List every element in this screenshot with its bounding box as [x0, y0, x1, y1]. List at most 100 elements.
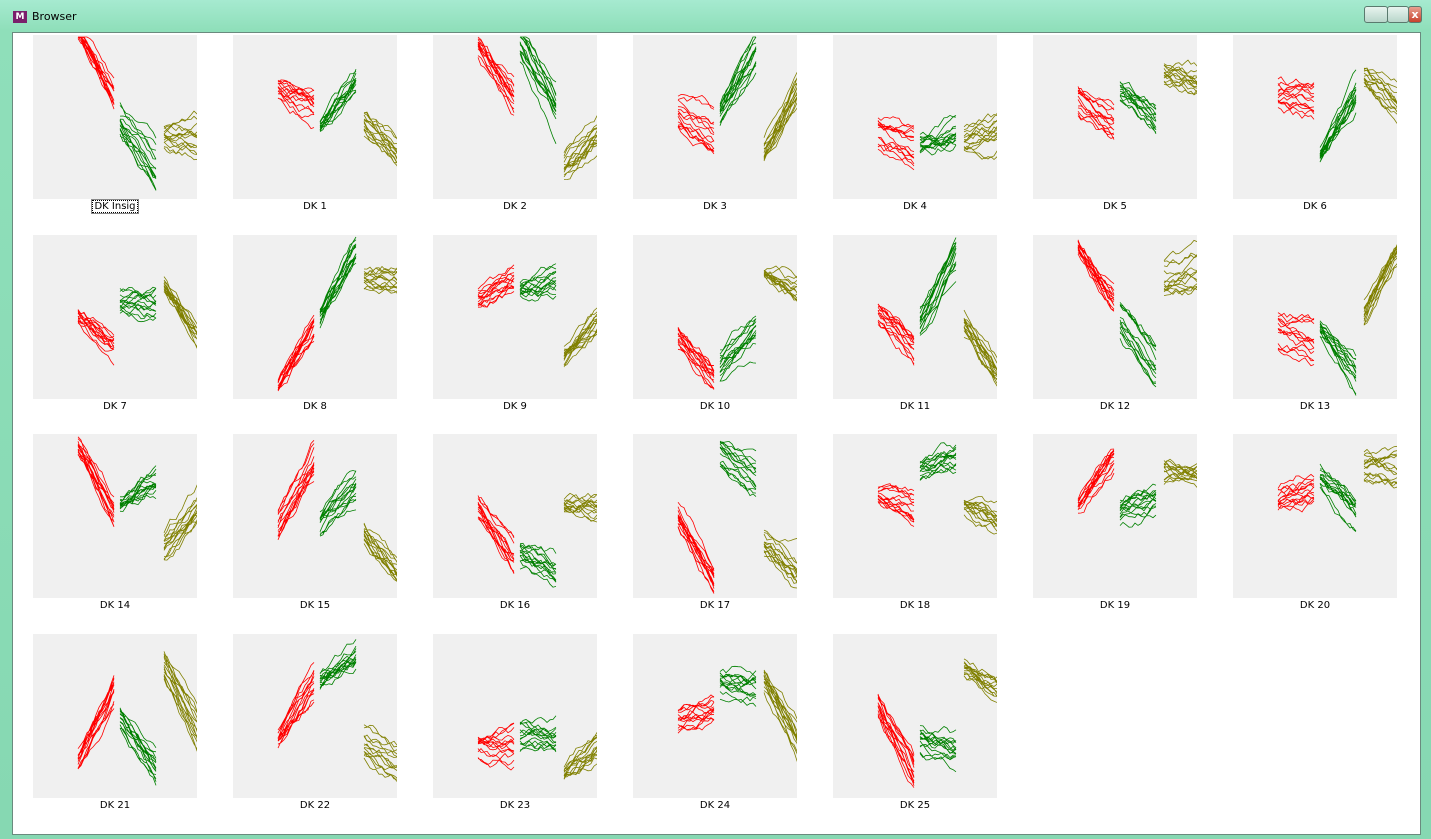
tile-label[interactable]: DK 16: [499, 600, 531, 611]
tile-label-box: DK 4: [833, 201, 997, 212]
tile-label[interactable]: DK 6: [1303, 201, 1327, 212]
thumbnail-plot[interactable]: [433, 35, 597, 199]
tile-label-box: DK 7: [33, 401, 197, 412]
tile-label[interactable]: DK 5: [1103, 201, 1127, 212]
tile-label[interactable]: DK 2: [503, 201, 527, 212]
profile-lines: [963, 658, 997, 703]
tile-label-box: DK 18: [833, 600, 997, 611]
tile-label[interactable]: DK 18: [899, 600, 931, 611]
maximize-button[interactable]: [1387, 6, 1409, 23]
profile-lines: [119, 286, 157, 322]
profile-lines: [1363, 67, 1397, 124]
tile-label[interactable]: DK 8: [303, 400, 327, 412]
profile-lines: [1077, 448, 1115, 514]
tile-label[interactable]: DK Insig: [91, 199, 139, 214]
tile-label[interactable]: DK 10: [699, 400, 731, 412]
profile-lines: [1077, 86, 1115, 140]
profile-lines: [563, 306, 597, 367]
tile-label-box: DK 17: [633, 600, 797, 611]
tile-label[interactable]: DK 14: [99, 600, 131, 611]
tile-label[interactable]: DK 15: [299, 600, 331, 611]
profile-lines: [319, 470, 357, 537]
tile-label-box: DK 6: [1233, 201, 1397, 212]
tile-label[interactable]: DK 20: [1299, 600, 1331, 611]
thumbnail-plot[interactable]: [233, 35, 397, 199]
thumbnail-plot[interactable]: [233, 633, 397, 798]
tile-label[interactable]: DK 4: [903, 201, 927, 212]
thumbnail-plot[interactable]: [433, 234, 597, 399]
thumbnail-plot[interactable]: [433, 633, 597, 798]
thumbnail-plot[interactable]: [833, 234, 997, 399]
tile-label[interactable]: DK 23: [499, 799, 531, 811]
tile-label-box: DK 14: [33, 600, 197, 611]
tile-label-box: DK 15: [233, 600, 397, 611]
profile-lines: [163, 484, 197, 561]
tile-label-box: DK 12: [1033, 401, 1197, 412]
thumbnail-plot[interactable]: [33, 633, 197, 798]
thumbnail-plot[interactable]: [33, 234, 197, 399]
profile-lines: [877, 116, 915, 171]
profile-lines: [1277, 311, 1315, 366]
thumbnail-plot[interactable]: [33, 434, 197, 598]
tile-label[interactable]: DK 21: [99, 799, 131, 811]
thumbnail-plot[interactable]: [33, 35, 197, 199]
close-button[interactable]: x: [1408, 6, 1422, 23]
profile-lines: [963, 113, 997, 161]
thumbnail-plot[interactable]: [1233, 35, 1397, 199]
tile-label-box: DK 3: [633, 201, 797, 212]
profile-lines: [1319, 69, 1357, 163]
thumbnail-plot[interactable]: [433, 434, 597, 598]
profile-lines: [1119, 483, 1157, 528]
profile-lines: [1163, 458, 1197, 488]
tile-label[interactable]: DK 17: [699, 600, 731, 611]
thumbnail-plot[interactable]: [1233, 234, 1397, 399]
thumbnail-plot[interactable]: [633, 434, 797, 598]
profile-lines: [677, 94, 715, 155]
profile-lines: [719, 665, 757, 707]
profile-lines: [1163, 59, 1197, 96]
tile-label[interactable]: DK 1: [303, 201, 327, 212]
thumbnail-plot[interactable]: [1033, 234, 1197, 399]
thumbnail-plot[interactable]: [633, 633, 797, 798]
profile-lines: [77, 436, 115, 527]
tile-label[interactable]: DK 25: [899, 799, 931, 811]
profile-lines: [77, 674, 115, 769]
tile-label[interactable]: DK 12: [1099, 400, 1131, 412]
tile-label[interactable]: DK 19: [1099, 600, 1131, 611]
tile-label[interactable]: DK 11: [899, 400, 931, 412]
tile-label[interactable]: DK 22: [299, 799, 331, 811]
profile-lines: [763, 529, 797, 589]
thumbnail-plot[interactable]: [233, 234, 397, 399]
profile-lines: [919, 442, 957, 481]
thumbnail-plot[interactable]: [833, 633, 997, 798]
tile-label[interactable]: DK 9: [503, 400, 527, 412]
profile-lines: [363, 265, 397, 294]
profile-lines: [1163, 239, 1197, 296]
profile-lines: [563, 115, 597, 180]
profile-lines: [877, 483, 915, 527]
thumbnail-plot[interactable]: [1033, 434, 1197, 598]
thumbnail-plot[interactable]: [1033, 35, 1197, 199]
thumbnail-plot[interactable]: [233, 434, 397, 598]
thumbnail-plot[interactable]: [1233, 434, 1397, 598]
tile-label[interactable]: DK 7: [103, 400, 127, 412]
thumbnail-plot[interactable]: [833, 35, 997, 199]
profile-lines: [277, 79, 315, 130]
tile-label[interactable]: DK 13: [1299, 400, 1331, 412]
profile-lines: [1319, 463, 1357, 533]
profile-lines: [1277, 473, 1315, 513]
profile-lines: [77, 36, 115, 110]
profile-lines: [119, 465, 157, 512]
minimize-button[interactable]: [1364, 6, 1388, 23]
tile-label-box: DK 11: [833, 401, 997, 412]
tile-label-box: DK 16: [433, 600, 597, 611]
thumbnail-plot[interactable]: [833, 434, 997, 598]
profile-lines: [163, 650, 197, 752]
thumbnail-plot[interactable]: [633, 35, 797, 199]
profile-lines: [877, 693, 915, 788]
tile-label[interactable]: DK 24: [699, 799, 731, 811]
profile-lines: [877, 303, 915, 366]
tile-label[interactable]: DK 3: [703, 201, 727, 212]
profile-lines: [363, 111, 397, 167]
thumbnail-plot[interactable]: [633, 234, 797, 399]
